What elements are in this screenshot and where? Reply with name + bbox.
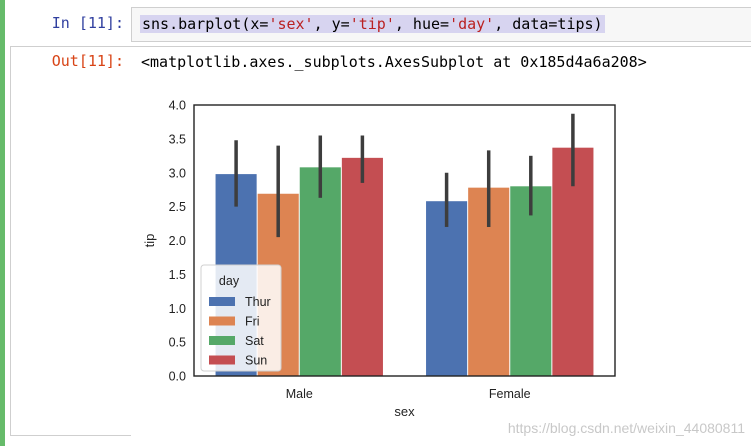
legend-swatch-sat — [209, 336, 235, 345]
y-tick-label: 0.5 — [169, 336, 186, 350]
watermark: https://blog.csdn.net/weixin_44080811 — [507, 420, 745, 436]
y-tick-label: 2.0 — [169, 234, 186, 248]
x-tick-label-male: Male — [286, 387, 313, 401]
output-prompt: Out[11]: — [51, 52, 124, 70]
plot-frame — [193, 104, 616, 377]
code-hue-arg: 'day' — [449, 15, 495, 33]
output-prompt-area — [10, 46, 131, 436]
cell-selection-bar — [0, 0, 5, 446]
code-sep3: , data=tips) — [494, 15, 603, 33]
legend-label-thur: Thur — [245, 295, 271, 309]
input-prompt: In [11]: — [51, 14, 124, 32]
output-repr: <matplotlib.axes._subplots.AxesSubplot a… — [141, 53, 647, 71]
legend-label-sat: Sat — [245, 334, 264, 348]
code-line[interactable]: sns.barplot(x='sex', y='tip', hue='day',… — [140, 15, 605, 33]
code-y-arg: 'tip' — [349, 15, 395, 33]
y-tick-label: 2.5 — [169, 200, 186, 214]
bar-sun-male — [341, 157, 383, 376]
code-fn: sns.barplot(x= — [142, 15, 269, 33]
x-tick-label-female: Female — [489, 387, 531, 401]
y-tick-label: 3.0 — [169, 166, 186, 180]
x-axis-label: sex — [394, 404, 415, 419]
y-tick-label: 1.5 — [169, 268, 186, 282]
y-axis-label: tip — [142, 234, 157, 248]
legend-label-sun: Sun — [245, 354, 267, 368]
y-tick-label: 1.0 — [169, 302, 186, 316]
code-x-arg: 'sex' — [268, 15, 314, 33]
y-tick-label: 3.5 — [169, 132, 186, 146]
output-area — [131, 46, 751, 436]
legend-title: day — [219, 274, 240, 288]
code-sep1: , y= — [313, 15, 350, 33]
code-sep2: , hue= — [394, 15, 450, 33]
legend-swatch-sun — [209, 355, 235, 365]
legend-swatch-fri — [209, 316, 235, 326]
legend-label-fri: Fri — [245, 315, 260, 329]
code-input-area[interactable]: sns.barplot(x='sex', y='tip', hue='day',… — [131, 7, 751, 42]
bar-sat-female — [510, 186, 552, 376]
bar-thur-female — [426, 201, 468, 376]
bar-sat-male — [299, 167, 341, 376]
legend-swatch-thur — [209, 297, 235, 306]
barplot-chart: 0.0 0.5 1.0 1.5 2.0 2.5 3.0 3.5 4.0 Male Female sex… — [142, 99, 616, 419]
y-tick-label: 0.0 — [169, 370, 186, 384]
y-tick-label: 4.0 — [169, 99, 186, 113]
